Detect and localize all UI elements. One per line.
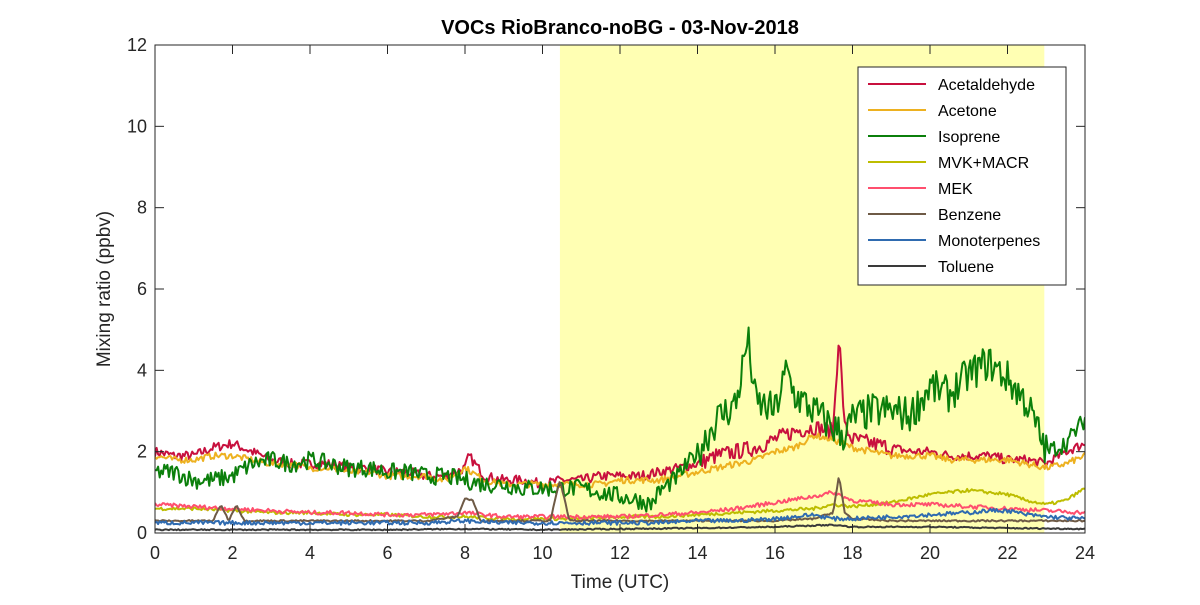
y-axis-title: Mixing ratio (ppbv) (94, 211, 115, 367)
y-tick-label: 4 (137, 360, 147, 380)
x-tick-label: 22 (997, 543, 1017, 563)
x-tick-label: 24 (1075, 543, 1095, 563)
legend: Acetaldehyde Acetone Isoprene MVK+MACR MEK Be… (857, 66, 1067, 286)
y-tick-label: 10 (127, 116, 147, 136)
legend-label: Acetone (938, 103, 997, 120)
legend-label: MVK+MACR (938, 155, 1029, 172)
series-line-acetaldehyde (155, 344, 1085, 490)
y-tick-label: 12 (127, 35, 147, 55)
x-tick-label: 2 (227, 543, 237, 563)
legend-label: MEK (938, 181, 973, 198)
y-tick-label: 6 (137, 279, 147, 299)
series-line-mek (155, 490, 1085, 520)
series-line-acetone (155, 432, 1085, 489)
legend-label: Acetaldehyde (938, 77, 1035, 94)
legend-label: Benzene (938, 207, 1001, 224)
legend-label: Toluene (938, 259, 994, 276)
chart-title: VOCs RioBranco-noBG - 03-Nov-2018 (441, 17, 799, 39)
x-tick-label: 18 (842, 543, 862, 563)
x-tick-label: 6 (382, 543, 392, 563)
series-line-monoterpenes (155, 507, 1085, 526)
x-tick-label: 16 (765, 543, 785, 563)
legend-label: Monoterpenes (938, 233, 1040, 250)
legend-label: Isoprene (938, 129, 1000, 146)
x-tick-label: 20 (920, 543, 940, 563)
legend-box (857, 66, 1067, 286)
y-tick-label: 0 (137, 523, 147, 543)
x-axis-title: Time (UTC) (571, 572, 670, 593)
x-tick-label: 10 (532, 543, 552, 563)
series-line-isoprene (155, 326, 1085, 513)
x-tick-label: 4 (305, 543, 315, 563)
x-tick-label: 12 (610, 543, 630, 563)
y-tick-label: 2 (137, 442, 147, 462)
y-tick-label: 8 (137, 198, 147, 218)
x-tick-label: 14 (687, 543, 707, 563)
x-tick-label: 8 (460, 543, 470, 563)
x-tick-label: 0 (150, 543, 160, 563)
